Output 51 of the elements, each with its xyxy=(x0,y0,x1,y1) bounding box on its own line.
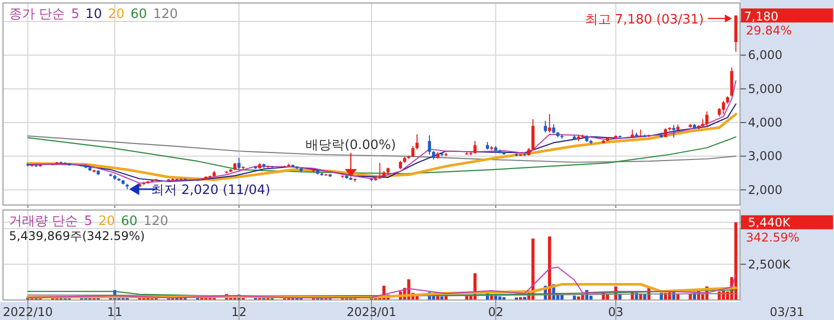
candlestick xyxy=(415,134,419,150)
text: 03/31 xyxy=(770,305,804,319)
text: 342.59% xyxy=(746,230,800,244)
candlestick xyxy=(411,146,414,158)
candlestick xyxy=(544,120,547,134)
candlestick xyxy=(705,110,708,128)
x-tick-label: 11 xyxy=(107,305,122,319)
text: 5 xyxy=(71,7,80,22)
candlestick xyxy=(428,134,432,155)
bar xyxy=(572,296,576,300)
y-tick-label: 5,000 xyxy=(748,82,782,96)
candlestick xyxy=(552,124,556,134)
y-tick-label: 6,000 xyxy=(748,48,782,62)
bar xyxy=(643,294,646,300)
text: 29.84% xyxy=(746,23,792,38)
candlestick xyxy=(548,114,552,134)
y-tick-label: 2,500K xyxy=(748,257,792,272)
annotation: 최저 2,020 (11/04) xyxy=(151,183,270,198)
text: 20 xyxy=(98,214,115,229)
line-series xyxy=(27,266,736,298)
text: 60 xyxy=(120,214,138,229)
text: 120 xyxy=(153,7,178,22)
annotation: 배당락(0.00%) xyxy=(306,138,396,154)
x-tick-label: 2023/01 xyxy=(346,305,396,319)
candlestick xyxy=(378,162,382,180)
legend-title: 거래량 단순 xyxy=(9,214,78,229)
y-tick-label: 5,440K xyxy=(748,215,792,230)
y-tick-label: 2,000 xyxy=(748,182,782,197)
line-series xyxy=(27,135,736,163)
candlestick xyxy=(531,118,535,151)
x-tick-label: 03 xyxy=(608,305,624,319)
candlestick xyxy=(664,128,668,138)
candlestick xyxy=(722,100,725,115)
x-tick-label: 02 xyxy=(488,305,504,319)
candlestick xyxy=(473,140,477,154)
text: 5 xyxy=(84,214,92,229)
text: 20 xyxy=(108,7,125,22)
x-tick-label: 12 xyxy=(231,305,247,319)
text: 60 xyxy=(130,7,148,22)
candlestick xyxy=(672,124,676,138)
annotation: 5,439,869주(342.59%) xyxy=(9,229,145,243)
annotation: 최고 7,180 (03/31) xyxy=(584,12,704,28)
legend-title: 종가 단순 xyxy=(9,7,66,22)
x-tick-label: 2022/10 xyxy=(2,305,53,319)
text: 120 xyxy=(144,214,168,229)
line-series xyxy=(27,136,736,174)
candlestick xyxy=(237,157,241,170)
y-tick-label: 4,000 xyxy=(748,116,782,130)
text: 7,180 xyxy=(744,9,778,24)
text: 10 xyxy=(85,7,102,22)
y-tick-label: 3,000 xyxy=(748,149,782,164)
